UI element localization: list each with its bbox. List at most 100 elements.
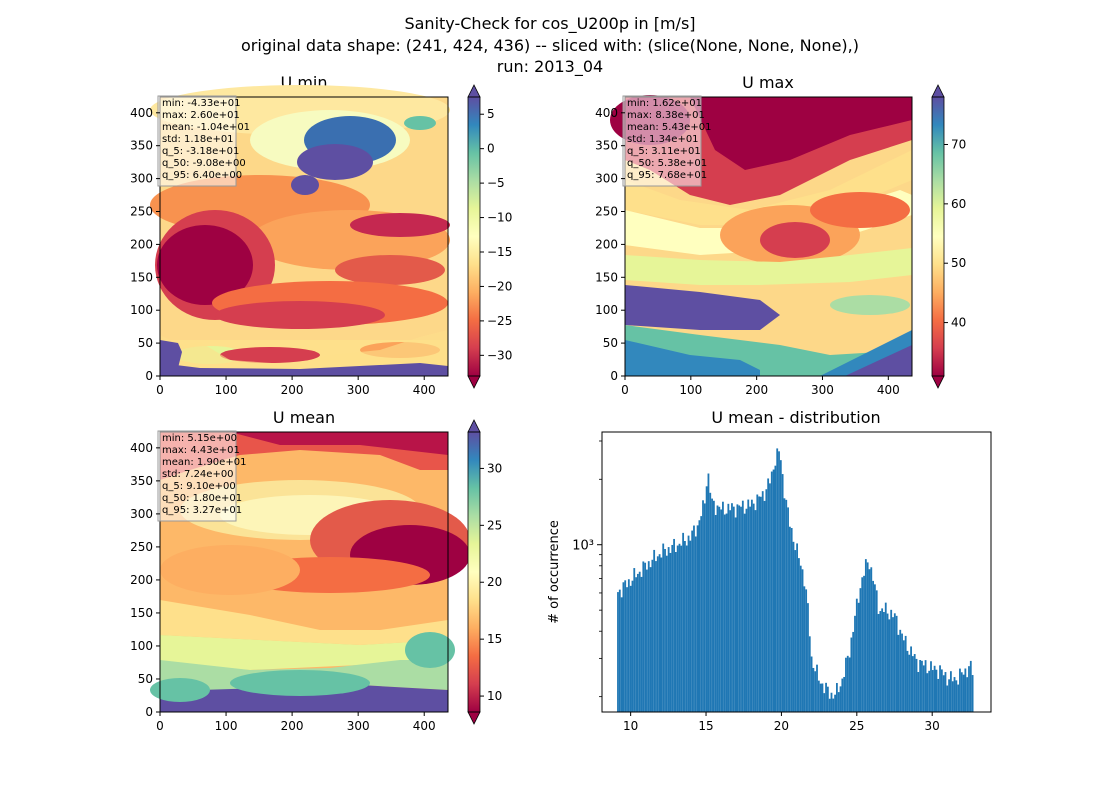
histogram-bar xyxy=(707,473,710,712)
colorbar-u-min: 5 0 −5 −10 −15 −20 −25 −30 xyxy=(467,84,512,389)
y-axis-u-mean: 0 50 100 150 200 250 300 350 400 xyxy=(130,441,160,719)
histogram-bar xyxy=(915,658,918,712)
histogram-bar xyxy=(969,660,972,712)
colorbar-tick-label: 60 xyxy=(951,197,966,211)
y-tick-label: 300 xyxy=(595,172,618,186)
histogram-bar xyxy=(879,611,882,712)
histogram-bar xyxy=(790,528,793,712)
stat-q50: q_50: -9.08e+00 xyxy=(162,158,246,169)
stat-q50: q_50: 1.80e+01 xyxy=(162,493,242,504)
stats-lines-u-min: min: -4.33e+01 max: 2.60e+01 mean: -1.04… xyxy=(162,98,250,181)
histogram-bar xyxy=(667,547,670,712)
x-tick-label: 400 xyxy=(413,719,436,733)
histogram-bar xyxy=(821,683,824,712)
histogram-bar xyxy=(884,602,887,712)
histogram-bar xyxy=(850,637,853,712)
stats-lines-u-max: min: 1.62e+01 max: 8.38e+01 mean: 5.43e+… xyxy=(627,98,711,181)
histogram-bar xyxy=(904,635,907,712)
histogram-bar xyxy=(664,548,666,712)
y-tick-label: 150 xyxy=(130,270,153,284)
y-tick-label: 50 xyxy=(138,672,153,686)
histogram-bar xyxy=(808,636,811,712)
histogram-bar xyxy=(949,671,952,712)
x-tick-label: 400 xyxy=(413,383,436,397)
x-tick-label: 300 xyxy=(347,383,370,397)
histogram-bar xyxy=(888,619,891,712)
stat-q5: q_5: 3.11e+01 xyxy=(627,146,701,157)
colorbar-u-mean: 30 25 20 15 10 xyxy=(467,419,502,725)
axes-frame-u-max xyxy=(624,96,913,377)
panel-u-mean: U mean min: 5.15e+00 max: 4.43e+01 xyxy=(130,408,502,733)
histogram-bar xyxy=(700,516,703,712)
colorbar-tick-label: −20 xyxy=(487,279,512,293)
histogram-bar xyxy=(834,694,836,712)
histogram-bar xyxy=(845,657,847,712)
histogram-bar xyxy=(921,660,923,712)
histogram-bar xyxy=(676,545,679,712)
stat-mean: mean: -1.04e+01 xyxy=(162,122,250,133)
axes-frame-distribution xyxy=(601,431,992,713)
histogram-bar xyxy=(716,505,719,712)
histogram-bar xyxy=(725,513,728,712)
histogram-bar xyxy=(694,536,697,712)
stat-std: std: 1.18e+01 xyxy=(162,134,234,145)
colorbar-tick-label: 20 xyxy=(487,575,502,589)
histogram-bar xyxy=(881,608,884,712)
histogram-bar xyxy=(723,514,726,712)
histogram-bar xyxy=(740,506,742,712)
histogram-bar xyxy=(680,545,683,712)
histogram-bar xyxy=(734,517,737,712)
histogram-bar xyxy=(743,513,746,712)
colorbar-tick-label: 70 xyxy=(951,137,966,151)
histogram-bar xyxy=(836,683,838,712)
histogram-bar xyxy=(732,506,735,712)
panel-u-min: U min xyxy=(130,73,512,397)
y-tick-label: 350 xyxy=(130,474,153,488)
histogram-bar xyxy=(966,677,969,712)
histogram-bar xyxy=(774,465,777,712)
histogram-bar xyxy=(861,577,864,712)
y-tick-label: 0 xyxy=(610,369,618,383)
x-tick-label: 300 xyxy=(811,383,834,397)
histogram-bar xyxy=(687,535,690,712)
panel-title-distribution: U mean - distribution xyxy=(711,408,880,427)
axes-frame-u-min xyxy=(159,96,449,377)
y-tick-label: 100 xyxy=(130,303,153,317)
histogram-bar xyxy=(951,681,954,712)
x-tick-label: 25 xyxy=(849,719,864,733)
histogram-bar xyxy=(691,530,694,712)
histogram-bar xyxy=(859,588,862,712)
histogram-bar xyxy=(655,561,657,712)
y-tick-label: 150 xyxy=(595,270,618,284)
heatmap-u-mean xyxy=(150,432,470,712)
histogram-bar xyxy=(703,503,706,712)
histogram-bar xyxy=(944,672,947,712)
x-tick-label: 15 xyxy=(698,719,713,733)
histogram-bar xyxy=(825,682,827,712)
histogram-bar xyxy=(767,478,770,712)
panel-title-u-mean: U mean xyxy=(273,408,335,427)
histogram-bar xyxy=(622,582,625,712)
histogram-bar xyxy=(709,492,712,712)
histogram-bar xyxy=(750,499,753,712)
histogram-bar xyxy=(883,612,885,712)
histogram-bar xyxy=(798,558,800,712)
stat-q50: q_50: 5.38e+01 xyxy=(627,158,707,169)
y-tick-label: 50 xyxy=(603,336,618,350)
stat-mean: mean: 1.90e+01 xyxy=(162,457,246,468)
histogram-bar xyxy=(693,525,695,712)
histogram-bar xyxy=(855,598,858,712)
x-axis-u-min: 0 100 200 300 400 xyxy=(156,376,436,397)
colorbar-tick-label: 5 xyxy=(487,107,495,121)
histogram-bar xyxy=(633,568,636,712)
colorbar-extend-bottom xyxy=(467,711,481,725)
colorbar-tick-label: −30 xyxy=(487,348,512,362)
histogram-bar xyxy=(756,494,759,712)
histogram-bar xyxy=(712,500,715,712)
stat-max: max: 2.60e+01 xyxy=(162,110,240,121)
x-tick-label: 10 xyxy=(623,719,638,733)
histogram-bar xyxy=(796,543,799,712)
histogram-bar xyxy=(931,670,934,712)
histogram-bar xyxy=(837,692,840,712)
y-tick-label: 0 xyxy=(145,369,153,383)
